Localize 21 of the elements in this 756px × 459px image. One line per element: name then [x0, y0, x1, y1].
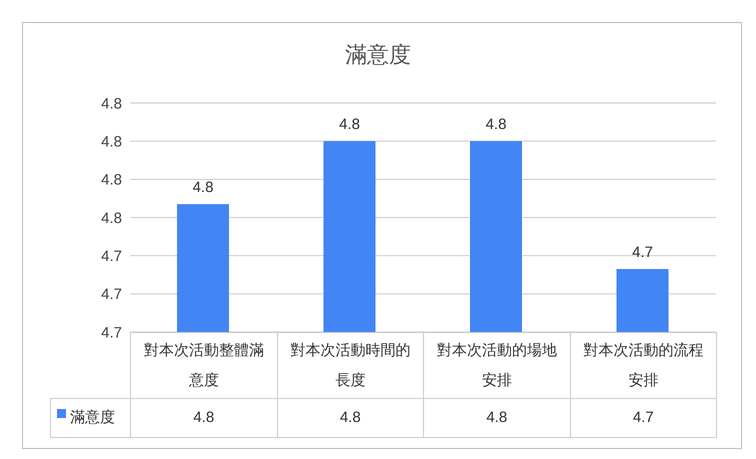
y-tick-label: 4.8	[101, 133, 122, 150]
y-tick-label: 4.7	[101, 248, 122, 265]
y-tick-label: 4.7	[101, 324, 122, 342]
y-tick-label: 4.8	[101, 95, 122, 112]
x-tick-label: 對本次活動的場地安排	[423, 332, 570, 399]
text: 4.8	[486, 116, 506, 134]
y-tick-label: 4.8	[101, 172, 122, 189]
text: 4.8	[192, 179, 214, 196]
data-label: 4.8	[276, 398, 424, 438]
y-tick-label: 4.8	[101, 210, 122, 227]
chart-title: 滿意度	[344, 41, 412, 69]
text: 4.7	[632, 244, 653, 262]
legend-label: 滿意度	[70, 408, 115, 428]
data-label: 4.8	[130, 398, 278, 438]
x-tick-label: 對本次活動整體滿意度	[130, 332, 278, 399]
data-label: 4.8	[423, 398, 570, 438]
x-tick-label: 對本次活動的流程安排	[570, 332, 717, 399]
text: 4.8	[339, 116, 360, 134]
x-tick-label: 對本次活動時間的長度	[276, 332, 424, 399]
y-tick-label: 4.7	[101, 286, 122, 304]
data-label: 4.7	[570, 398, 717, 438]
